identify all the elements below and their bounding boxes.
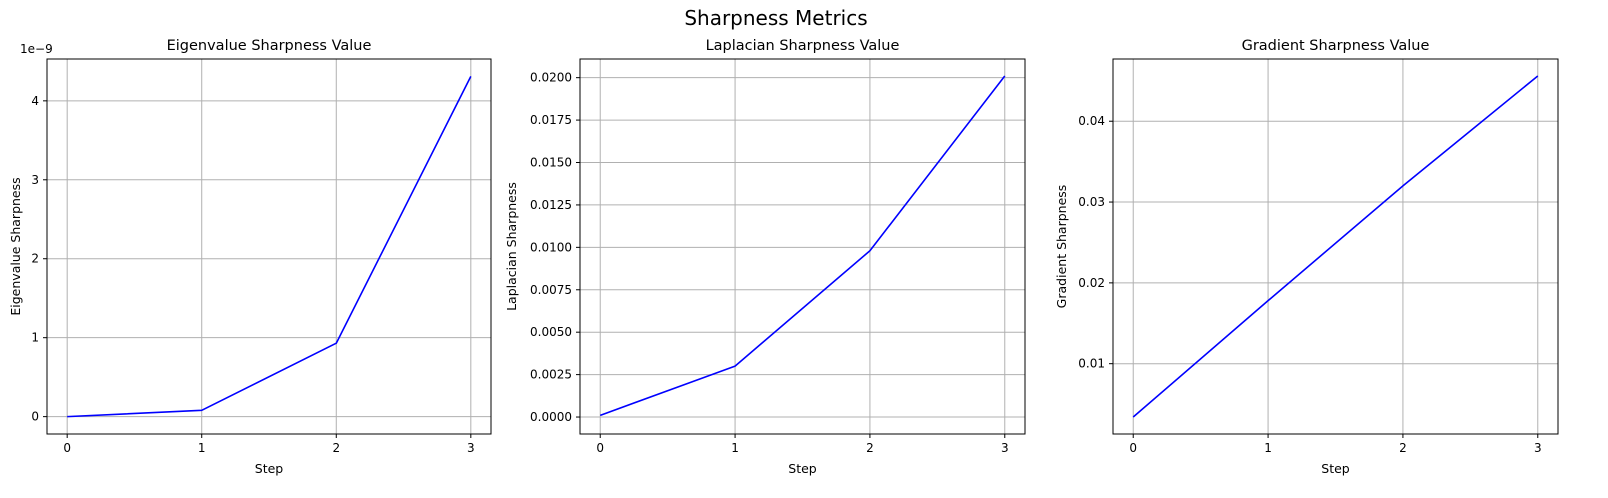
y-tick-label: 0.0000 bbox=[530, 410, 572, 424]
x-tick-label: 0 bbox=[596, 441, 604, 455]
gradient-sharpness-panel: Gradient Sharpness Value Step Gradient S… bbox=[1054, 38, 1559, 476]
y-tick-label: 2 bbox=[31, 252, 39, 266]
x-tick-label: 2 bbox=[866, 441, 874, 455]
y-axis-label: Laplacian Sharpness bbox=[504, 182, 519, 311]
series-line bbox=[1132, 75, 1539, 418]
panel-title: Laplacian Sharpness Value bbox=[706, 38, 900, 54]
y-tick-label: 0.04 bbox=[1078, 114, 1105, 128]
x-tick-label: 1 bbox=[731, 441, 739, 455]
y-tick-label: 3 bbox=[31, 173, 39, 187]
x-axis-label: Step bbox=[1321, 461, 1350, 476]
y-tick-label: 0.0150 bbox=[530, 156, 572, 170]
x-tick-label: 0 bbox=[1129, 441, 1137, 455]
y-tick-label: 0.0025 bbox=[530, 368, 572, 382]
y-tick-label: 0.01 bbox=[1078, 357, 1105, 371]
x-tick-label: 0 bbox=[63, 441, 71, 455]
grid bbox=[580, 59, 1025, 434]
laplacian-sharpness-panel: Laplacian Sharpness Value Step Laplacian… bbox=[504, 38, 1026, 476]
y-axis-label: Eigenvalue Sharpness bbox=[8, 177, 23, 315]
grid bbox=[1113, 59, 1558, 434]
y-tick-label: 0.02 bbox=[1078, 276, 1105, 290]
y-axis-label: Gradient Sharpness bbox=[1054, 185, 1069, 309]
x-axis-label: Step bbox=[788, 461, 817, 476]
series-line bbox=[599, 75, 1006, 417]
series-line bbox=[67, 76, 472, 418]
x-tick-label: 3 bbox=[1534, 441, 1542, 455]
x-tick-label: 1 bbox=[198, 441, 206, 455]
y-tick-label: 0.03 bbox=[1078, 195, 1105, 209]
x-tick-label: 2 bbox=[332, 441, 340, 455]
y-tick-label: 0.0100 bbox=[530, 240, 572, 254]
panel-title: Gradient Sharpness Value bbox=[1242, 38, 1430, 54]
y-tick-label: 0.0075 bbox=[530, 283, 572, 297]
y-tick-label: 0 bbox=[31, 410, 39, 424]
grid bbox=[47, 59, 491, 434]
y-tick-label: 0.0200 bbox=[530, 71, 572, 85]
x-axis-label: Step bbox=[255, 461, 284, 476]
y-tick-label: 0.0125 bbox=[530, 198, 572, 212]
eigenvalue-sharpness-panel: Eigenvalue Sharpness Value Step Eigenval… bbox=[8, 38, 492, 476]
y-tick-label: 0.0175 bbox=[530, 113, 572, 127]
plot-frame bbox=[46, 58, 492, 435]
y-tick-label: 0.0050 bbox=[530, 325, 572, 339]
y-tick-label: 1 bbox=[31, 331, 39, 345]
plot-frame bbox=[579, 58, 1026, 435]
y-axis-offset-label: 1e−9 bbox=[20, 42, 53, 56]
x-tick-label: 2 bbox=[1399, 441, 1407, 455]
figure-title: Sharpness Metrics bbox=[684, 6, 867, 30]
plot-frame bbox=[1112, 58, 1559, 435]
x-tick-label: 3 bbox=[467, 441, 475, 455]
x-tick-label: 1 bbox=[1264, 441, 1272, 455]
panel-title: Eigenvalue Sharpness Value bbox=[167, 38, 372, 54]
y-tick-label: 4 bbox=[31, 94, 39, 108]
x-tick-label: 3 bbox=[1001, 441, 1009, 455]
